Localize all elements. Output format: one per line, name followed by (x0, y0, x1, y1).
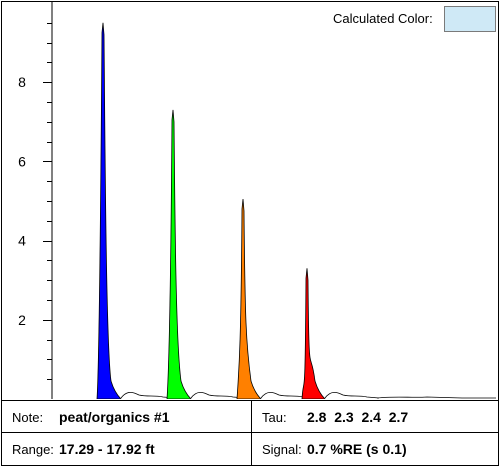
info-table: Note: peat/organics #1 Tau: 2.8 2.3 2.4 … (2, 400, 498, 465)
decay-peak-3 (236, 198, 316, 399)
decay-peak-1 (96, 22, 176, 399)
tau-label: Tau: (262, 410, 287, 425)
range-cell: Range: 17.29 - 17.92 ft (2, 433, 251, 464)
table-top-border (2, 400, 498, 401)
tau-cell: Tau: 2.8 2.3 2.4 2.7 (252, 401, 498, 432)
decay-chart: 2 4 6 8 (18, 2, 496, 399)
range-label: Range: (12, 442, 54, 457)
note-value: peat/organics #1 (59, 409, 170, 425)
table-column-divider (251, 400, 252, 465)
decay-peak-2 (166, 109, 246, 399)
peak-fill (236, 198, 262, 399)
note-cell: Note: peat/organics #1 (2, 401, 251, 432)
peak-tail (260, 391, 316, 399)
decay-peak-4 (301, 268, 380, 399)
peak-tail (120, 391, 176, 399)
calculated-color-swatch (444, 6, 496, 32)
signal-cell: Signal: 0.7 %RE (s 0.1) (252, 433, 498, 464)
note-label: Note: (12, 410, 44, 425)
peak-fill (166, 109, 192, 399)
signal-value: 0.7 %RE (s 0.1) (307, 441, 407, 457)
peak-tail (190, 391, 246, 399)
y-tick-label: 4 (18, 233, 26, 249)
y-tick-label: 2 (18, 312, 26, 328)
tau-values: 2.8 2.3 2.4 2.7 (307, 409, 409, 425)
y-tick-label: 6 (18, 153, 26, 169)
calculated-color-label: Calculated Color: (333, 11, 433, 26)
signal-label: Signal: (262, 442, 302, 457)
y-tick-label: 8 (18, 74, 26, 90)
peak-tail (324, 391, 380, 399)
peak-fill (301, 268, 326, 399)
baseline-trace (376, 396, 496, 399)
range-value: 17.29 - 17.92 ft (59, 441, 155, 457)
table-row-divider (2, 432, 498, 433)
peak-fill (96, 22, 122, 399)
